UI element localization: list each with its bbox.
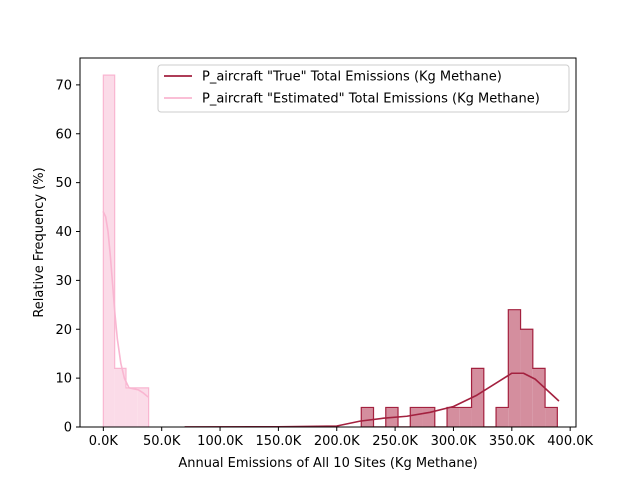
- x-tick-label: 250.0K: [372, 434, 418, 449]
- histogram-bar: [114, 368, 126, 427]
- y-tick-label: 40: [55, 225, 72, 240]
- kde-line: [102, 211, 149, 398]
- histogram-bar: [545, 407, 558, 427]
- histogram-bar: [520, 329, 533, 427]
- histogram-bar: [410, 407, 423, 427]
- histogram-bar: [496, 407, 509, 427]
- y-tick-label: 0: [64, 421, 72, 436]
- x-tick-label: 350.0K: [489, 434, 535, 449]
- x-tick-label: 50.0K: [143, 434, 181, 449]
- y-tick-label: 20: [55, 323, 72, 338]
- histogram-bar: [471, 368, 484, 427]
- x-tick-label: 400.0K: [547, 434, 593, 449]
- legend: P_aircraft "True" Total Emissions (Kg Me…: [157, 64, 570, 113]
- y-tick-label: 50: [55, 176, 72, 191]
- legend-box: [157, 64, 570, 113]
- kde-line: [184, 372, 560, 427]
- histogram-bar: [447, 407, 460, 427]
- histogram-bar: [532, 368, 546, 427]
- histogram-outline: [360, 309, 558, 427]
- legend-entry-label: P_aircraft "Estimated" Total Emissions (…: [202, 92, 540, 107]
- plot-frame: [79, 57, 577, 428]
- histogram-outline: [102, 74, 150, 427]
- histogram-bar: [103, 75, 115, 427]
- histogram-bar: [361, 407, 374, 427]
- y-tick-label: 10: [55, 372, 72, 387]
- y-axis-label: Relative Frequency (%): [32, 167, 47, 317]
- series-1: [102, 74, 150, 427]
- legend-entry-label: P_aircraft "True" Total Emissions (Kg Me…: [202, 70, 502, 85]
- histogram-bar: [125, 387, 138, 427]
- y-tick-label: 70: [55, 78, 72, 93]
- plot-layer: [102, 74, 560, 427]
- x-tick-label: 0.0K: [89, 434, 119, 449]
- x-axis-label: Annual Emissions of All 10 Sites (Kg Met…: [178, 456, 477, 471]
- histogram-bar: [508, 309, 521, 427]
- x-tick-label: 300.0K: [431, 434, 477, 449]
- axes-layer: 0.0K 50.0K 100.0K 150.0K 200.0K 250.0K 300.0K 3…: [55, 57, 594, 449]
- y-tick-label: 30: [55, 274, 72, 289]
- histogram-bar: [422, 407, 435, 427]
- x-tick-label: 200.0K: [314, 434, 360, 449]
- x-tick-label: 100.0K: [197, 434, 243, 449]
- histogram-bar: [137, 387, 149, 427]
- histogram-bar: [459, 407, 472, 427]
- y-tick-label: 60: [55, 127, 72, 142]
- series-0: [184, 309, 560, 427]
- x-tick-label: 150.0K: [256, 434, 302, 449]
